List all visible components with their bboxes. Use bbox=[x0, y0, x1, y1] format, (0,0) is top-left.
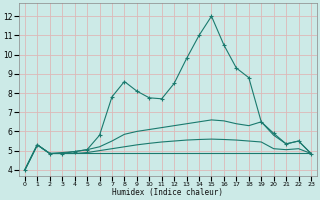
X-axis label: Humidex (Indice chaleur): Humidex (Indice chaleur) bbox=[112, 188, 223, 197]
